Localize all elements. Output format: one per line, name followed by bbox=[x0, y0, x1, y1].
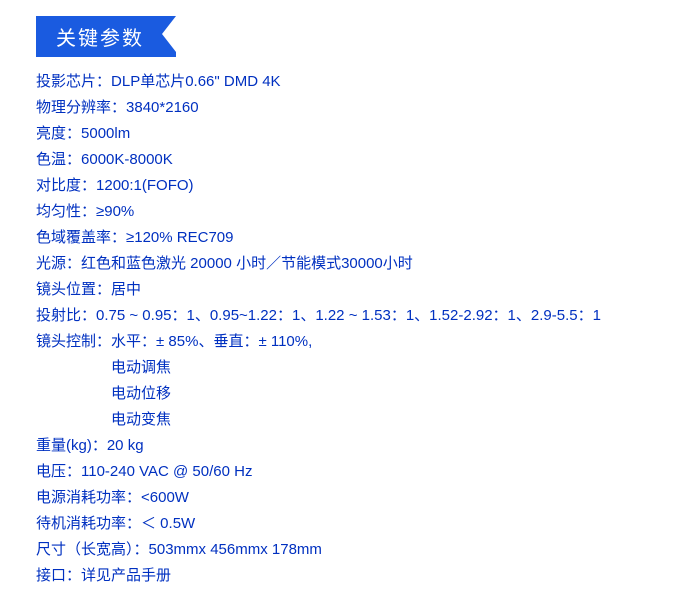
spec-row-lens-control: 镜头控制： 水平：± 85%、垂直：± 110%, bbox=[36, 329, 664, 355]
spec-label: 电压： bbox=[36, 459, 81, 485]
spec-row-lens-sub1: 电动调焦 bbox=[36, 355, 664, 381]
spec-value: 电动调焦 bbox=[111, 355, 171, 381]
spec-row-voltage: 电压： 110-240 VAC @ 50/60 Hz bbox=[36, 459, 664, 485]
spec-value: 1200:1(FOFO) bbox=[96, 173, 194, 199]
spec-value: ＜ 0.5W bbox=[141, 511, 195, 537]
section-title-ribbon: 关键参数 bbox=[36, 16, 176, 57]
section-title: 关键参数 bbox=[56, 28, 144, 50]
spec-value: 5000lm bbox=[81, 121, 130, 147]
spec-value: 详见产品手册 bbox=[81, 563, 171, 589]
spec-label: 镜头控制： bbox=[36, 329, 111, 355]
spec-value: 0.75 ~ 0.95：1、0.95~1.22：1、1.22 ~ 1.53：1、… bbox=[96, 303, 601, 329]
spec-row-ports: 接口： 详见产品手册 bbox=[36, 563, 664, 589]
spec-label: 镜头位置： bbox=[36, 277, 111, 303]
spec-row-power: 电源消耗功率： <600W bbox=[36, 485, 664, 511]
spec-label: 电源消耗功率： bbox=[36, 485, 141, 511]
spec-row-lens-sub2: 电动位移 bbox=[36, 381, 664, 407]
spec-label: 待机消耗功率： bbox=[36, 511, 141, 537]
spec-row-lens-position: 镜头位置： 居中 bbox=[36, 277, 664, 303]
spec-label: 均匀性： bbox=[36, 199, 96, 225]
spec-value: 110-240 VAC @ 50/60 Hz bbox=[81, 459, 252, 485]
spec-row-resolution: 物理分辨率： 3840*2160 bbox=[36, 95, 664, 121]
spec-row-chip: 投影芯片： DLP单芯片0.66" DMD 4K bbox=[36, 69, 664, 95]
spec-value: 电动变焦 bbox=[111, 407, 171, 433]
spec-row-light-source: 光源： 红色和蓝色激光 20000 小时／节能模式30000小时 bbox=[36, 251, 664, 277]
spec-value: 红色和蓝色激光 20000 小时／节能模式30000小时 bbox=[81, 251, 413, 277]
spec-value: 水平：± 85%、垂直：± 110%, bbox=[111, 329, 312, 355]
spec-label: 色温： bbox=[36, 147, 81, 173]
spec-row-color-temp: 色温： 6000K-8000K bbox=[36, 147, 664, 173]
spec-value: 3840*2160 bbox=[126, 95, 199, 121]
spec-label: 接口： bbox=[36, 563, 81, 589]
spec-value: ≥120% REC709 bbox=[126, 225, 233, 251]
spec-value: DLP单芯片0.66" DMD 4K bbox=[111, 69, 281, 95]
spec-label: 光源： bbox=[36, 251, 81, 277]
spec-row-standby: 待机消耗功率： ＜ 0.5W bbox=[36, 511, 664, 537]
spec-list: 投影芯片： DLP单芯片0.66" DMD 4K 物理分辨率： 3840*216… bbox=[0, 69, 700, 589]
spec-label: 重量(kg)： bbox=[36, 433, 107, 459]
spec-label: 色域覆盖率： bbox=[36, 225, 126, 251]
spec-label: 物理分辨率： bbox=[36, 95, 126, 121]
spec-value: ≥90% bbox=[96, 199, 134, 225]
spec-row-brightness: 亮度： 5000lm bbox=[36, 121, 664, 147]
spec-label: 亮度： bbox=[36, 121, 81, 147]
spec-row-dimensions: 尺寸（长宽高）： 503mmx 456mmx 178mm bbox=[36, 537, 664, 563]
spec-value: 电动位移 bbox=[111, 381, 171, 407]
spec-value: 居中 bbox=[111, 277, 141, 303]
spec-label: 尺寸（长宽高）： bbox=[36, 537, 149, 563]
spec-row-throw-ratio: 投射比： 0.75 ~ 0.95：1、0.95~1.22：1、1.22 ~ 1.… bbox=[36, 303, 664, 329]
spec-value: 503mmx 456mmx 178mm bbox=[149, 537, 322, 563]
spec-row-uniformity: 均匀性： ≥90% bbox=[36, 199, 664, 225]
spec-row-gamut: 色域覆盖率： ≥120% REC709 bbox=[36, 225, 664, 251]
spec-label: 投影芯片： bbox=[36, 69, 111, 95]
spec-value: 6000K-8000K bbox=[81, 147, 173, 173]
spec-row-weight: 重量(kg)： 20 kg bbox=[36, 433, 664, 459]
spec-label: 投射比： bbox=[36, 303, 96, 329]
spec-row-lens-sub3: 电动变焦 bbox=[36, 407, 664, 433]
spec-label: 对比度： bbox=[36, 173, 96, 199]
spec-value: 20 kg bbox=[107, 433, 144, 459]
spec-row-contrast: 对比度： 1200:1(FOFO) bbox=[36, 173, 664, 199]
spec-value: <600W bbox=[141, 485, 189, 511]
